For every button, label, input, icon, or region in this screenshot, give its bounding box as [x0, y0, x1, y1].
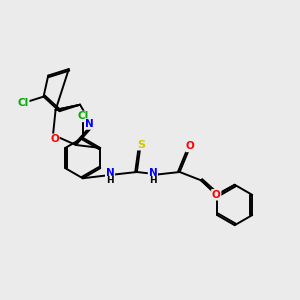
Text: O: O: [186, 142, 195, 152]
Text: O: O: [212, 190, 220, 200]
Text: N: N: [85, 119, 94, 129]
Text: H: H: [149, 176, 157, 185]
Text: O: O: [50, 134, 59, 144]
Text: S: S: [137, 140, 145, 150]
Text: N: N: [148, 168, 157, 178]
Text: N: N: [106, 168, 115, 178]
Text: Cl: Cl: [77, 111, 88, 122]
Text: Cl: Cl: [17, 98, 29, 108]
Text: H: H: [106, 176, 114, 185]
